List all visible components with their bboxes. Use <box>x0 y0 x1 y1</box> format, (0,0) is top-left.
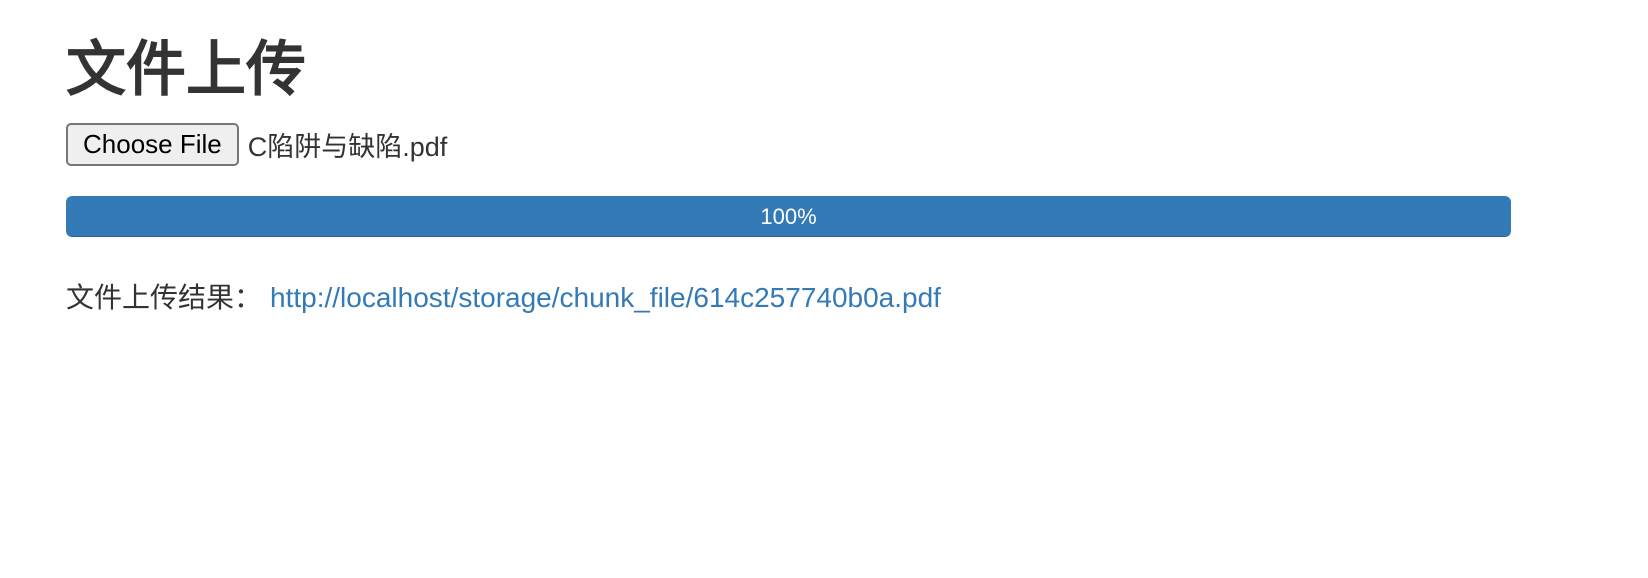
file-input[interactable]: Choose File C陷阱与缺陷.pdf <box>66 123 447 166</box>
upload-result-label: 文件上传结果： <box>66 281 263 314</box>
upload-result: 文件上传结果： http://localhost/storage/chunk_f… <box>66 278 941 318</box>
progress-bar: 100% <box>66 196 1511 237</box>
progress-fill: 100% <box>66 196 1511 237</box>
upload-result-link[interactable]: http://localhost/storage/chunk_file/614c… <box>270 282 941 313</box>
choose-file-button[interactable]: Choose File <box>66 123 239 166</box>
page-title: 文件上传 <box>66 35 306 105</box>
selected-file-name: C陷阱与缺陷.pdf <box>247 132 448 162</box>
progress-label: 100% <box>760 203 817 229</box>
